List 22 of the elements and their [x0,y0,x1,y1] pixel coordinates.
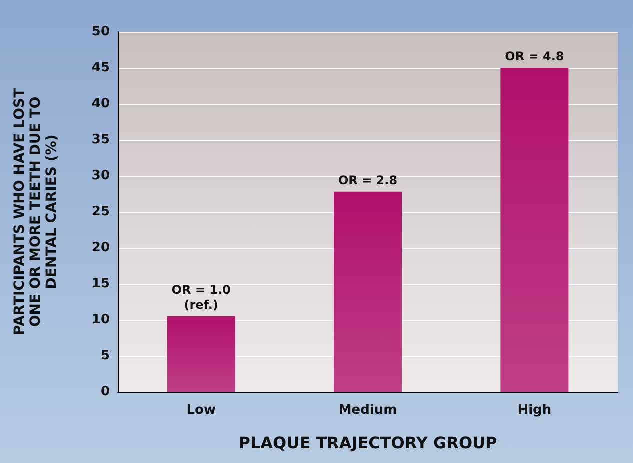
x-tick-label: High [518,403,552,418]
bar [334,192,402,392]
y-tick-label: 5 [100,348,110,364]
y-tick-label: 40 [92,96,110,112]
y-tick-label: 0 [100,384,110,400]
annotation: OR = 2.8 [338,173,398,188]
y-tick-label: 10 [92,312,110,328]
y-tick-label: 45 [92,60,110,76]
y-tick-label: 30 [92,168,110,184]
bar [167,316,236,392]
y-tick-label: 20 [92,240,110,256]
y-axis-title: PARTICIPANTS WHO HAVE LOST ONE OR MORE TEETH DUE TO DENTAL CARIES (%) [12,88,60,336]
y-tick-label: 35 [92,132,110,148]
x-tick-label: Medium [338,403,398,418]
x-tick-label: Low [186,403,216,418]
y-tick-label: 50 [92,24,110,40]
x-axis-title: PLAQUE TRAJECTORY GROUP [238,434,498,452]
y-tick-label: 15 [92,276,110,292]
bar [500,68,569,392]
y-tick-label: 25 [92,204,110,220]
annotation: OR = 4.8 [505,50,564,64]
annotation: OR = 1.0 (ref.) [172,282,231,312]
